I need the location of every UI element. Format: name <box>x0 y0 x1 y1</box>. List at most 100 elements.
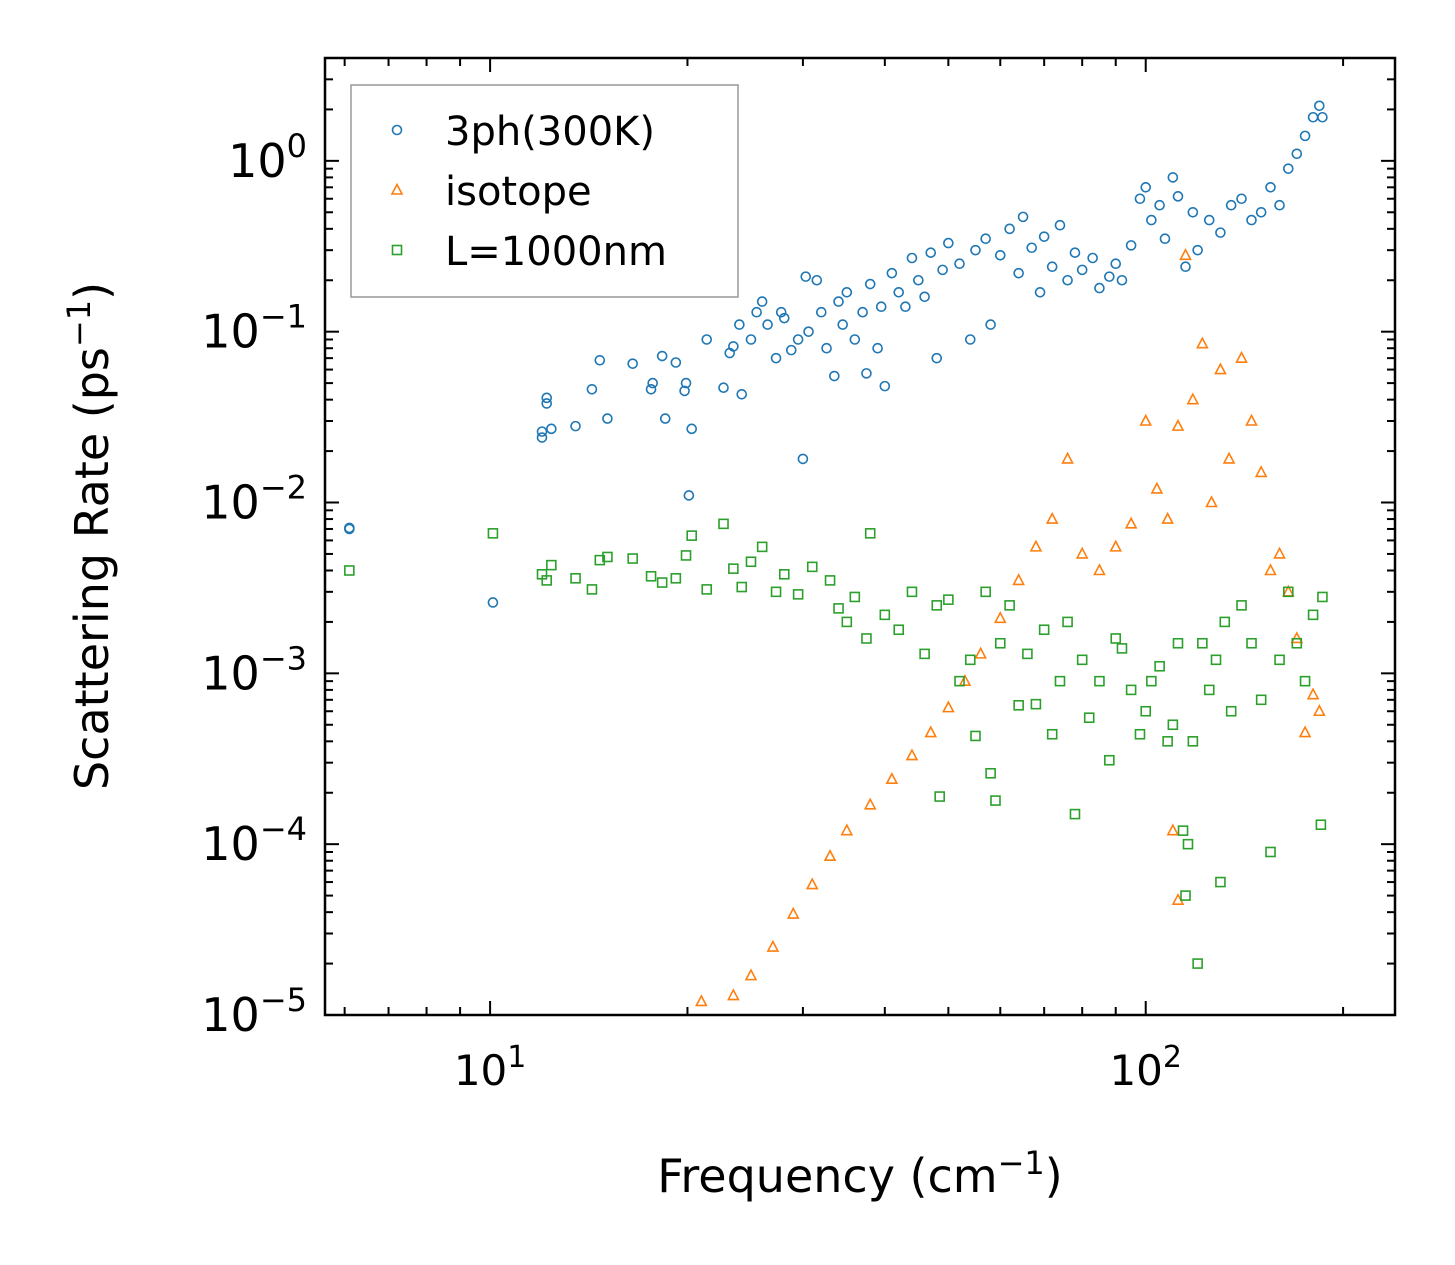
data-point <box>1203 214 1215 226</box>
data-point <box>751 306 762 318</box>
data-point <box>701 584 713 595</box>
data-point <box>931 600 943 611</box>
data-point <box>1110 258 1122 269</box>
data-point <box>1075 546 1089 559</box>
data-point <box>778 568 790 580</box>
data-point <box>1187 736 1199 747</box>
data-point <box>1154 199 1165 211</box>
data-point <box>627 553 638 564</box>
data-point <box>1182 838 1194 850</box>
data-point <box>1013 699 1024 711</box>
data-point <box>964 334 976 345</box>
data-point <box>1022 648 1033 660</box>
data-point <box>645 570 657 582</box>
data-point <box>1125 684 1137 696</box>
data-point <box>1171 418 1185 431</box>
data-point <box>1110 633 1122 644</box>
data-point <box>344 565 355 576</box>
x-tick-label: 102 <box>1109 1040 1182 1095</box>
data-point <box>1083 712 1095 723</box>
data-point <box>762 319 773 330</box>
data-point <box>718 382 729 393</box>
data-point <box>775 306 787 318</box>
data-point <box>1196 336 1209 349</box>
data-point <box>864 528 876 539</box>
data-point <box>778 312 790 324</box>
data-point <box>1134 728 1146 740</box>
data-point <box>829 370 840 382</box>
data-point <box>541 575 553 586</box>
plot-frame <box>323 56 1397 1017</box>
data-point <box>1307 609 1319 621</box>
data-point <box>1004 600 1015 611</box>
data-point <box>1146 214 1157 226</box>
data-point <box>1172 637 1184 649</box>
data-point <box>1187 206 1199 218</box>
data-point <box>824 575 836 586</box>
data-point <box>872 342 883 354</box>
data-point <box>586 383 598 395</box>
data-point <box>1177 825 1189 836</box>
data-point <box>885 772 899 785</box>
legend-marker-square <box>391 244 403 256</box>
data-point <box>1215 876 1226 888</box>
data-point <box>875 301 887 313</box>
legend-marker-triangle <box>390 182 404 195</box>
data-point <box>1313 704 1326 717</box>
data-point <box>1236 193 1247 205</box>
data-point <box>718 518 729 530</box>
data-point <box>905 748 919 761</box>
data-point <box>1283 163 1294 174</box>
data-point <box>1054 675 1066 687</box>
data-point <box>1094 282 1105 294</box>
data-point <box>734 319 745 330</box>
data-point <box>861 633 872 644</box>
data-point <box>1154 660 1165 672</box>
data-point <box>1255 694 1267 706</box>
data-point <box>994 249 1006 261</box>
data-point <box>1215 227 1226 238</box>
data-point <box>893 624 905 636</box>
data-point <box>943 594 954 605</box>
data-point <box>1104 271 1115 282</box>
data-point <box>1124 516 1138 529</box>
data-point <box>1087 252 1098 264</box>
data-point <box>994 637 1006 649</box>
data-point <box>1161 511 1174 524</box>
data-point <box>536 426 548 437</box>
data-point <box>800 271 812 282</box>
data-point <box>924 725 938 738</box>
data-point <box>821 342 832 354</box>
data-point <box>1140 182 1152 193</box>
data-point <box>1214 362 1227 375</box>
y-tick-label: 100 <box>228 127 307 188</box>
data-point <box>1265 846 1276 858</box>
legend-marker-circle <box>391 124 403 136</box>
data-point <box>1219 616 1231 628</box>
data-point <box>841 287 853 298</box>
data-point <box>863 797 877 810</box>
data-point <box>344 523 355 535</box>
data-point <box>536 432 548 443</box>
y-axis-label: Scattering Rate (ps−1) <box>60 282 119 790</box>
data-point <box>886 267 898 279</box>
data-point <box>925 247 937 258</box>
data-point <box>1038 624 1050 636</box>
data-point <box>756 541 768 553</box>
data-point <box>893 287 905 298</box>
data-point <box>1140 705 1152 717</box>
data-point <box>683 490 695 501</box>
data-point <box>1283 586 1294 598</box>
data-point <box>656 350 668 362</box>
data-point <box>1307 111 1319 123</box>
data-point <box>906 252 918 264</box>
data-point <box>1069 808 1081 820</box>
data-point <box>594 554 606 566</box>
data-point <box>1290 631 1304 644</box>
data-point <box>990 795 1001 806</box>
data-point <box>1134 193 1146 205</box>
data-point <box>487 528 499 539</box>
y-tick-label: 10−2 <box>201 469 307 530</box>
data-point <box>1291 637 1303 649</box>
data-point <box>823 849 837 862</box>
